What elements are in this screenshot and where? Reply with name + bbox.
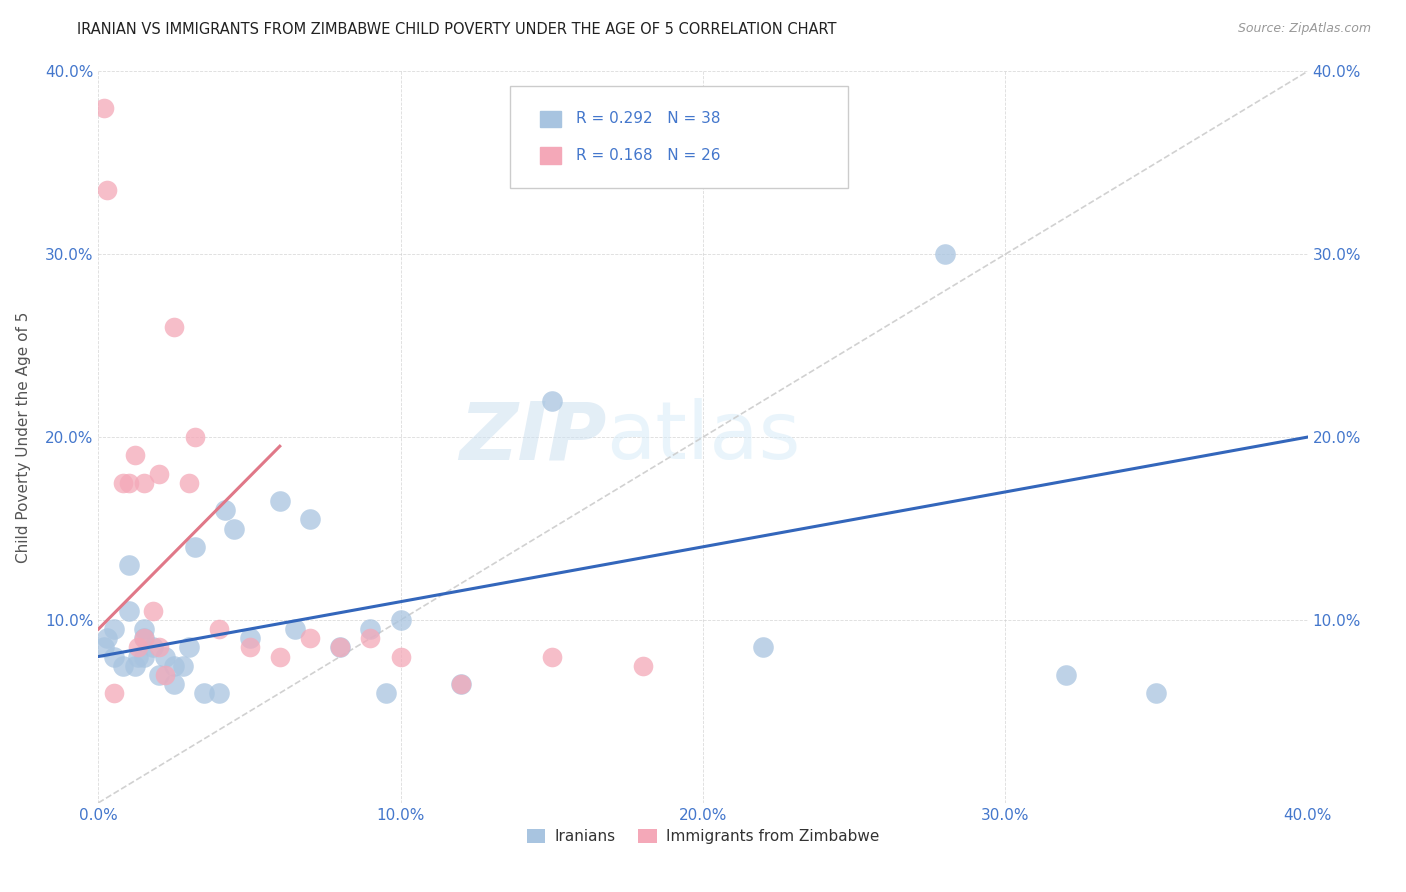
Bar bbox=[540, 111, 561, 127]
Point bbox=[360, 622, 382, 636]
Point bbox=[179, 640, 201, 655]
Point bbox=[111, 658, 134, 673]
Point bbox=[132, 632, 155, 646]
Point bbox=[284, 622, 307, 636]
Text: ZIP: ZIP bbox=[458, 398, 606, 476]
Point bbox=[329, 640, 352, 655]
Point bbox=[103, 686, 125, 700]
Point bbox=[96, 183, 118, 197]
FancyBboxPatch shape bbox=[509, 86, 848, 188]
Point bbox=[450, 677, 472, 691]
Point bbox=[132, 632, 155, 646]
Point bbox=[93, 101, 115, 115]
Text: R = 0.292   N = 38: R = 0.292 N = 38 bbox=[575, 112, 720, 127]
Point bbox=[118, 558, 141, 573]
Point bbox=[299, 632, 322, 646]
Point bbox=[179, 475, 201, 490]
Point bbox=[111, 475, 134, 490]
Point bbox=[142, 640, 165, 655]
Point bbox=[132, 622, 155, 636]
Point bbox=[269, 649, 291, 664]
Point bbox=[96, 632, 118, 646]
Point bbox=[163, 320, 186, 334]
Point bbox=[124, 658, 146, 673]
Point bbox=[148, 467, 170, 481]
Point bbox=[103, 622, 125, 636]
Point bbox=[208, 622, 231, 636]
Point bbox=[269, 494, 291, 508]
Point bbox=[239, 640, 262, 655]
Point bbox=[389, 613, 412, 627]
Point bbox=[193, 686, 215, 700]
Point bbox=[148, 667, 170, 681]
Point bbox=[224, 521, 246, 535]
Legend: Iranians, Immigrants from Zimbabwe: Iranians, Immigrants from Zimbabwe bbox=[520, 822, 886, 850]
Point bbox=[631, 658, 654, 673]
Point bbox=[118, 604, 141, 618]
Point bbox=[163, 658, 186, 673]
Point bbox=[374, 686, 396, 700]
Point bbox=[127, 649, 149, 664]
Point bbox=[1054, 667, 1077, 681]
Point bbox=[172, 658, 194, 673]
Text: IRANIAN VS IMMIGRANTS FROM ZIMBABWE CHILD POVERTY UNDER THE AGE OF 5 CORRELATION: IRANIAN VS IMMIGRANTS FROM ZIMBABWE CHIL… bbox=[77, 22, 837, 37]
Point bbox=[1144, 686, 1167, 700]
Point bbox=[540, 393, 562, 408]
Point bbox=[124, 448, 146, 462]
Point bbox=[450, 677, 472, 691]
Point bbox=[214, 503, 236, 517]
Y-axis label: Child Poverty Under the Age of 5: Child Poverty Under the Age of 5 bbox=[17, 311, 31, 563]
Point bbox=[118, 475, 141, 490]
Point bbox=[360, 632, 382, 646]
Point bbox=[540, 649, 562, 664]
Point bbox=[153, 649, 176, 664]
Point bbox=[389, 649, 412, 664]
Point bbox=[153, 667, 176, 681]
Bar bbox=[540, 147, 561, 163]
Point bbox=[184, 430, 207, 444]
Text: Source: ZipAtlas.com: Source: ZipAtlas.com bbox=[1237, 22, 1371, 36]
Point bbox=[934, 247, 956, 261]
Point bbox=[142, 604, 165, 618]
Point bbox=[148, 640, 170, 655]
Point bbox=[132, 475, 155, 490]
Point bbox=[132, 649, 155, 664]
Point bbox=[127, 640, 149, 655]
Text: R = 0.168   N = 26: R = 0.168 N = 26 bbox=[575, 148, 720, 163]
Point bbox=[163, 677, 186, 691]
Point bbox=[208, 686, 231, 700]
Point bbox=[239, 632, 262, 646]
Point bbox=[93, 640, 115, 655]
Point bbox=[299, 512, 322, 526]
Point bbox=[103, 649, 125, 664]
Point bbox=[329, 640, 352, 655]
Point bbox=[752, 640, 775, 655]
Point bbox=[184, 540, 207, 554]
Text: atlas: atlas bbox=[606, 398, 800, 476]
